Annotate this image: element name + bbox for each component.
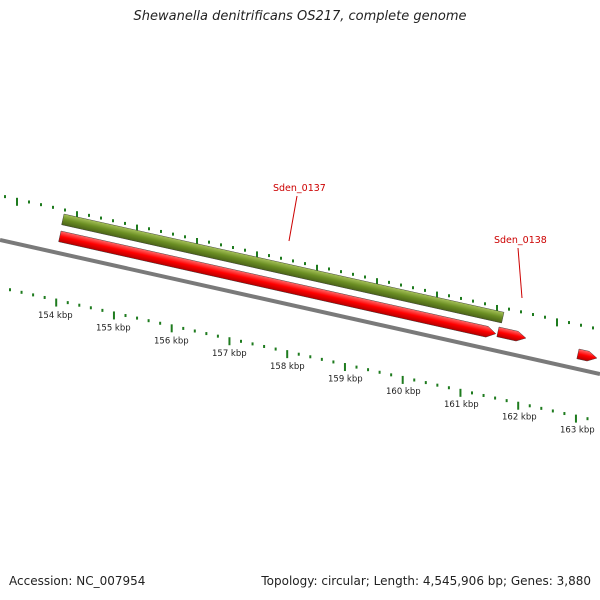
tick-label: 155 kbp bbox=[96, 324, 131, 334]
tick-label: 158 kbp bbox=[270, 362, 305, 372]
feature-shape bbox=[496, 326, 527, 342]
feature-label: Sden_0137 bbox=[273, 183, 326, 194]
genome-backbone bbox=[0, 238, 600, 376]
genome-summary-text: Topology: circular; Length: 4,545,906 bp… bbox=[261, 574, 591, 588]
tick-label: 160 kbp bbox=[386, 387, 421, 397]
tick-label: 157 kbp bbox=[212, 349, 247, 359]
feature-label: Sden_0138 bbox=[494, 235, 547, 246]
feature-track bbox=[58, 213, 598, 362]
gene-reverse-sden-0137 bbox=[58, 230, 497, 338]
feature-label-track: Sden_0137 Sden_0138 bbox=[273, 183, 547, 299]
accession-text: Accession: NC_007954 bbox=[9, 574, 146, 588]
genome-title: Shewanella denitrificans OS217, complete… bbox=[133, 9, 467, 24]
tick-label: 163 kbp bbox=[560, 425, 595, 435]
tick-label: 154 kbp bbox=[38, 311, 73, 321]
gene-reverse-next bbox=[576, 348, 598, 362]
feature-leader-line bbox=[288, 195, 298, 242]
gene-reverse-sden-0138 bbox=[496, 326, 527, 342]
feature-shape bbox=[58, 230, 497, 338]
feature-shape bbox=[61, 213, 505, 324]
inner-tick-track bbox=[9, 288, 589, 423]
tick-label: 161 kbp bbox=[444, 400, 479, 410]
tick-label: 162 kbp bbox=[502, 413, 537, 423]
tick-label: 159 kbp bbox=[328, 375, 363, 385]
feature-leader-line bbox=[517, 247, 523, 299]
outer-tick-track bbox=[4, 195, 594, 330]
feature-shape bbox=[576, 348, 598, 362]
gene-forward-sden-0137 bbox=[61, 213, 505, 324]
tick-label-track: 154 kbp 155 kbp 156 kbp 157 kbp 158 kbp 159 k… bbox=[38, 311, 595, 435]
tick-label: 156 kbp bbox=[154, 336, 189, 346]
